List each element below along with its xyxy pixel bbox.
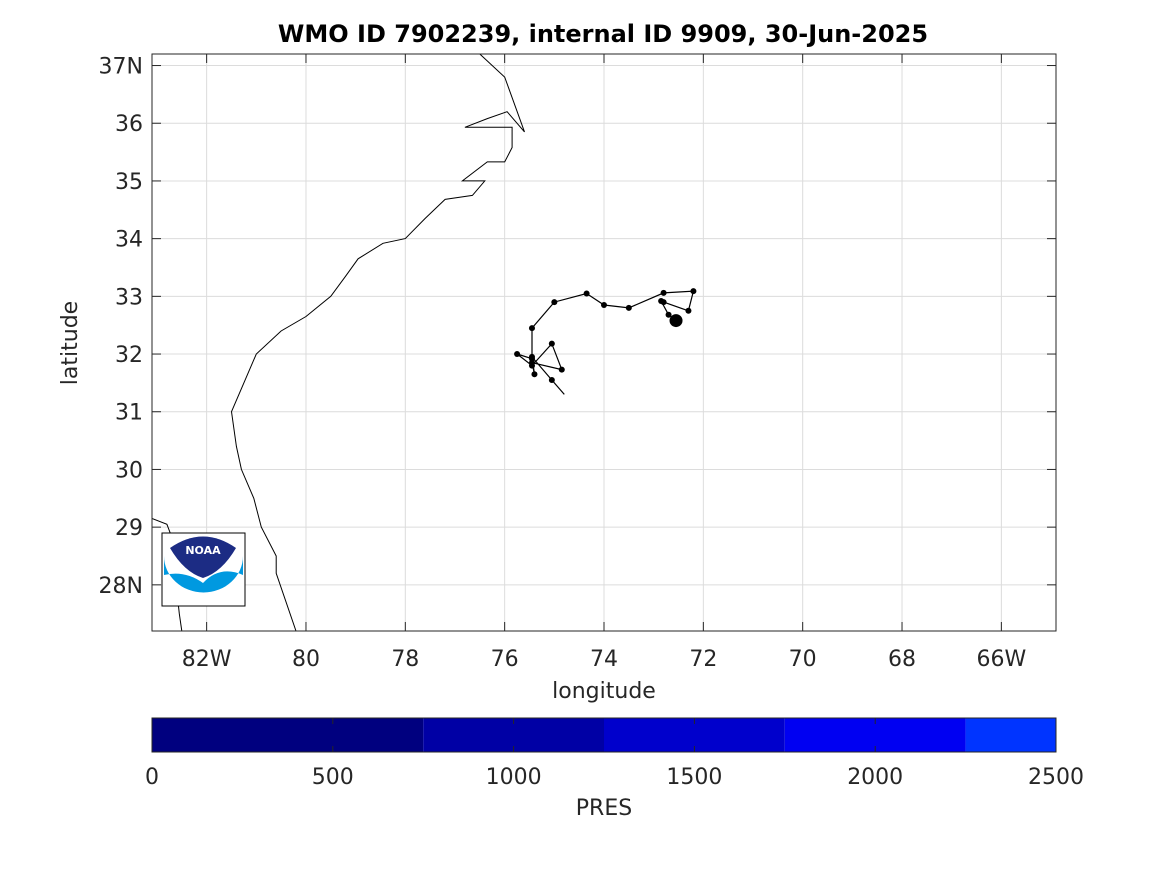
profile-position-marker xyxy=(528,355,535,362)
x-tick-label: 74 xyxy=(590,647,618,672)
y-tick-label: 29 xyxy=(115,516,143,541)
x-tick-label: 72 xyxy=(689,647,717,672)
track-line xyxy=(516,290,695,395)
x-tick-label: 82W xyxy=(182,647,232,672)
profile-position-marker xyxy=(551,299,558,306)
colorbar-tick-label: 500 xyxy=(312,765,354,790)
colorbar xyxy=(152,718,1056,752)
profile-position-marker xyxy=(660,289,667,296)
y-tick-label: 30 xyxy=(115,458,143,483)
y-tick-label: 36 xyxy=(115,112,143,137)
y-tick-label: 32 xyxy=(115,343,143,368)
y-tick-label: 33 xyxy=(115,285,143,310)
x-tick-label: 68 xyxy=(888,647,916,672)
x-axis-label: longitude xyxy=(552,679,656,704)
colorbar-tick-label: 0 xyxy=(145,765,159,790)
y-tick-label: 37N xyxy=(99,55,143,80)
profile-position-marker xyxy=(528,362,535,369)
float-track xyxy=(514,288,697,395)
profile-position-marker xyxy=(658,297,665,304)
colorbar-ticks: 0 500 1000 1500 2000 2500 xyxy=(145,718,1084,790)
colorbar-tick-label: 2000 xyxy=(847,765,903,790)
colorbar-tick-label: 1500 xyxy=(666,765,722,790)
x-tick-label: 66W xyxy=(976,647,1026,672)
profile-position-marker xyxy=(601,301,607,308)
colorbar-segment xyxy=(965,718,1056,752)
y-tick-label: 35 xyxy=(115,170,143,195)
x-tick-label: 70 xyxy=(789,647,817,672)
y-axis-label: latitude xyxy=(58,301,83,385)
colorbar-tick-label: 2500 xyxy=(1028,765,1084,790)
chart-title: WMO ID 7902239, internal ID 9909, 30-Jun… xyxy=(278,20,928,48)
y-tick-label: 28N xyxy=(99,574,143,599)
coastline-east xyxy=(230,54,525,631)
colorbar-tick-label: 1000 xyxy=(486,765,542,790)
noaa-logo-sky xyxy=(164,556,243,593)
noaa-logo: NOAA xyxy=(161,532,246,607)
profile-position-marker xyxy=(583,290,590,297)
profile-position-marker xyxy=(665,311,672,318)
colorbar-label: PRES xyxy=(576,796,632,821)
y-tick-label: 31 xyxy=(115,401,143,426)
profile-position-marker xyxy=(514,351,521,358)
x-axis-ticks: 82W 80 78 76 74 72 70 68 66W xyxy=(182,54,1026,672)
profile-position-marker xyxy=(685,307,692,314)
latest-position-marker xyxy=(669,314,683,328)
y-tick-label: 34 xyxy=(115,228,143,253)
profile-position-marker xyxy=(625,304,632,311)
profile-position-marker xyxy=(528,325,535,332)
grid xyxy=(152,54,1056,631)
x-tick-label: 76 xyxy=(491,647,519,672)
y-axis-ticks: 28N 29 30 31 32 33 34 35 36 37N xyxy=(99,55,1056,599)
profile-position-marker xyxy=(690,288,697,295)
profile-position-marker xyxy=(558,366,565,373)
x-tick-label: 78 xyxy=(391,647,419,672)
x-tick-label: 80 xyxy=(292,647,320,672)
noaa-logo-navy xyxy=(170,536,236,578)
profile-position-marker xyxy=(531,371,538,378)
noaa-logo-text: NOAA xyxy=(185,544,221,557)
profile-position-marker xyxy=(548,340,555,347)
colorbar-segment xyxy=(152,718,424,752)
colorbar-frame xyxy=(151,717,1057,753)
profile-position-marker xyxy=(548,377,555,384)
